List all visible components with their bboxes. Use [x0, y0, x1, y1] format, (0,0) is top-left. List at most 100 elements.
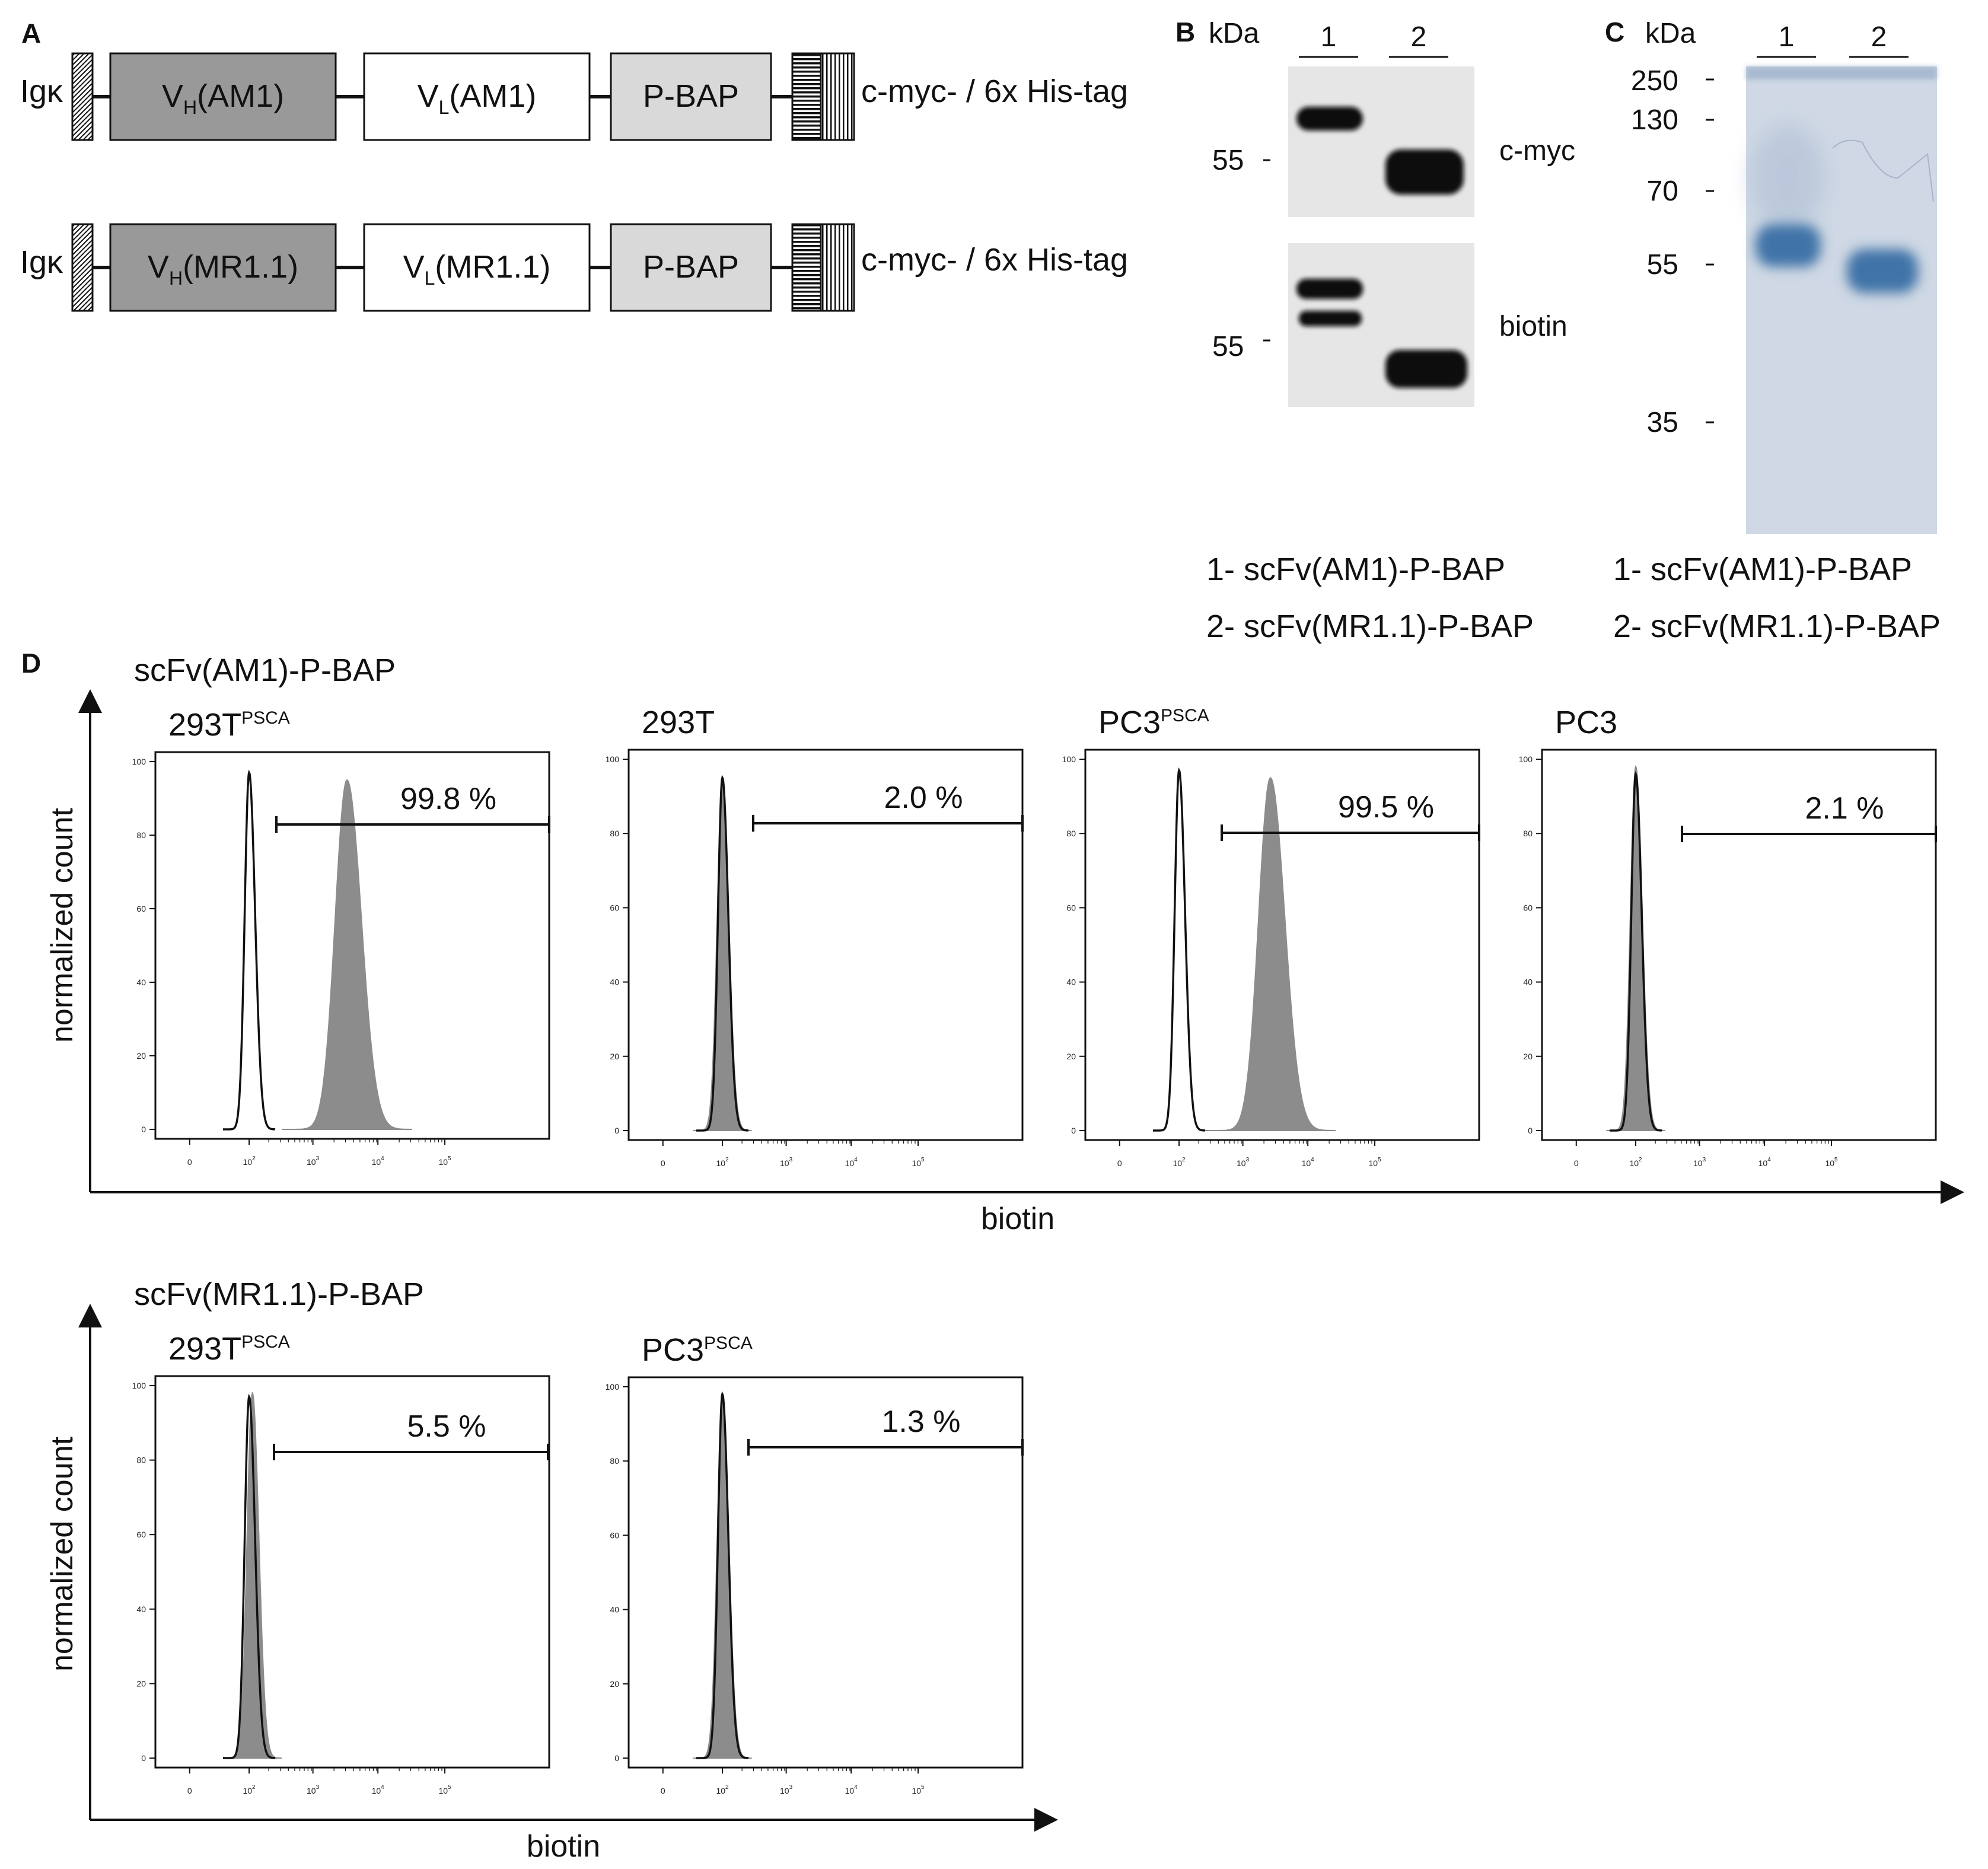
- y-tick-label: 80: [136, 1456, 146, 1465]
- y-tick-label: 80: [610, 829, 619, 838]
- x-axis-title: biotin: [981, 1202, 1054, 1236]
- y-tick-label: 0: [614, 1753, 619, 1763]
- x-tick-label: 105: [1368, 1157, 1381, 1168]
- band-lane-2: [1847, 249, 1918, 293]
- band-lane-1-upper: [1296, 279, 1363, 299]
- y-tick-label: 40: [1523, 978, 1533, 987]
- x-tick-label: 105: [438, 1784, 451, 1795]
- y-tick-label: 40: [610, 978, 619, 987]
- blot-label-cmyc: c-myc: [1499, 135, 1575, 167]
- gate-percentage: 2.1 %: [1805, 791, 1884, 826]
- vh-domain-box: [109, 223, 337, 312]
- lane-2-label: 2: [1871, 21, 1887, 53]
- gate-percentage: 99.5 %: [1338, 790, 1434, 824]
- panel-d-letter: D: [21, 648, 41, 679]
- plot-frame: [154, 1375, 550, 1769]
- control-histogram: [1610, 770, 1662, 1132]
- x-tick-label: 104: [845, 1157, 858, 1168]
- marker-55: 55: [1647, 249, 1678, 281]
- gate-percentage: 2.0 %: [884, 781, 963, 815]
- cell-line-label: PC3: [1555, 705, 1617, 740]
- band-lane-1: [1756, 224, 1821, 267]
- x-tick-label: 0: [187, 1786, 192, 1795]
- panel-b-letter: B: [1175, 17, 1195, 47]
- histogram-plot: 0 20 40 60 80 100 0 102 103 104 105 2.1 % PC3: [1519, 705, 1937, 1168]
- x-tick-label: 0: [187, 1157, 192, 1167]
- band-lane-2: [1385, 149, 1464, 195]
- panel-a: A Igκ VH(AM1) VL(AM1) P-BAP c-myc- / 6x …: [20, 18, 1128, 312]
- x-tick-label: 105: [1825, 1157, 1838, 1168]
- y-tick-label: 80: [1523, 829, 1533, 838]
- x-tick-label: 105: [912, 1784, 925, 1795]
- y-tick-label: 0: [141, 1753, 146, 1763]
- gel-top-edge: [1746, 66, 1937, 79]
- band-lane-1-lower: [1299, 311, 1362, 326]
- y-tick-label: 60: [136, 904, 146, 913]
- y-tick-label: 100: [606, 1382, 620, 1392]
- control-histogram: [696, 775, 749, 1132]
- x-tick-label: 104: [372, 1155, 385, 1167]
- x-tick-label: 0: [1117, 1158, 1122, 1168]
- cell-line-label: 293T: [642, 705, 715, 740]
- vh-domain-label: VH(AM1): [162, 78, 284, 118]
- y-tick-label: 40: [136, 1604, 146, 1614]
- histogram-plot: 0 20 40 60 80 100 0 102 103 104 105 99.8 % 293TPSCA: [132, 707, 550, 1167]
- construct-mr11: Igκ VH(MR1.1) VL(MR1.1) P-BAP c-myc- / 6…: [20, 223, 1128, 312]
- x-axis-title: biotin: [527, 1829, 600, 1864]
- y-tick-label: 60: [1523, 903, 1533, 912]
- y-tick-label: 0: [1071, 1126, 1076, 1135]
- legend-2: 2- scFv(MR1.1)-P-BAP: [1613, 609, 1941, 644]
- blot-label-biotin: biotin: [1499, 311, 1568, 342]
- x-tick-label: 102: [243, 1784, 256, 1795]
- marker-250: 250: [1631, 65, 1678, 97]
- marker-130: 130: [1631, 104, 1678, 136]
- x-tick-label: 103: [780, 1157, 793, 1168]
- y-tick-label: 20: [610, 1052, 619, 1061]
- panel-b: B kDa 1 2 55 c-myc 55 biotin 1- scFv(AM1…: [1175, 17, 1575, 644]
- panel-a-letter: A: [21, 18, 41, 49]
- blot-cmyc: 55 c-myc: [1212, 66, 1575, 217]
- y-tick-label: 60: [610, 903, 619, 912]
- y-tick-label: 80: [136, 830, 146, 840]
- y-tick-label: 80: [610, 1456, 619, 1466]
- x-tick-label: 0: [661, 1786, 665, 1795]
- cmyc-tag-block: [791, 52, 822, 141]
- panel-c: C kDa 1 2 250 130 70 55 35 1- scFv(AM1)-…: [1605, 17, 1941, 644]
- his-tag-block: [820, 223, 855, 312]
- x-tick-label: 0: [661, 1158, 665, 1168]
- gate-percentage: 1.3 %: [882, 1405, 961, 1439]
- row-2-title: scFv(MR1.1)-P-BAP: [134, 1276, 424, 1312]
- plot-frame: [627, 749, 1024, 1141]
- y-axis-title: normalized count: [45, 807, 79, 1043]
- vl-domain-label: VL(AM1): [418, 78, 537, 118]
- kda-label: kDa: [1645, 18, 1696, 49]
- lane-1-label: 1: [1321, 21, 1337, 53]
- vl-domain-label: VL(MR1.1): [403, 249, 551, 289]
- marker-70: 70: [1647, 176, 1678, 207]
- x-tick-label: 103: [780, 1784, 793, 1795]
- x-tick-label: 103: [1693, 1157, 1706, 1168]
- x-tick-label: 103: [307, 1155, 320, 1167]
- histogram-plot: 0 20 40 60 80 100 0 102 103 104 105 99.5 % PC3PSCA: [1062, 705, 1480, 1168]
- cell-line-label: PC3PSCA: [1098, 705, 1209, 740]
- x-tick-label: 104: [845, 1784, 858, 1795]
- y-tick-label: 100: [606, 754, 620, 764]
- marker-55: 55: [1212, 331, 1244, 362]
- cell-line-label: PC3PSCA: [642, 1332, 753, 1368]
- y-tick-label: 100: [1519, 754, 1533, 764]
- y-tick-label: 60: [136, 1530, 146, 1539]
- marker-55: 55: [1212, 145, 1244, 176]
- vh-domain-label: VH(MR1.1): [148, 249, 298, 289]
- band-lane-2: [1385, 350, 1467, 388]
- histogram-plot: 0 20 40 60 80 100 0 102 103 104 105 1.3 % PC3PSCA: [606, 1332, 1024, 1795]
- y-tick-label: 100: [132, 1381, 146, 1390]
- y-tick-label: 0: [1528, 1126, 1533, 1135]
- x-tick-label: 104: [372, 1784, 385, 1795]
- y-axis-title: normalized count: [45, 1436, 79, 1671]
- panel-c-letter: C: [1605, 17, 1624, 47]
- lane-1-label: 1: [1779, 21, 1795, 53]
- x-tick-label: 0: [1574, 1158, 1579, 1168]
- x-tick-label: 102: [716, 1784, 729, 1795]
- x-tick-label: 102: [243, 1155, 256, 1167]
